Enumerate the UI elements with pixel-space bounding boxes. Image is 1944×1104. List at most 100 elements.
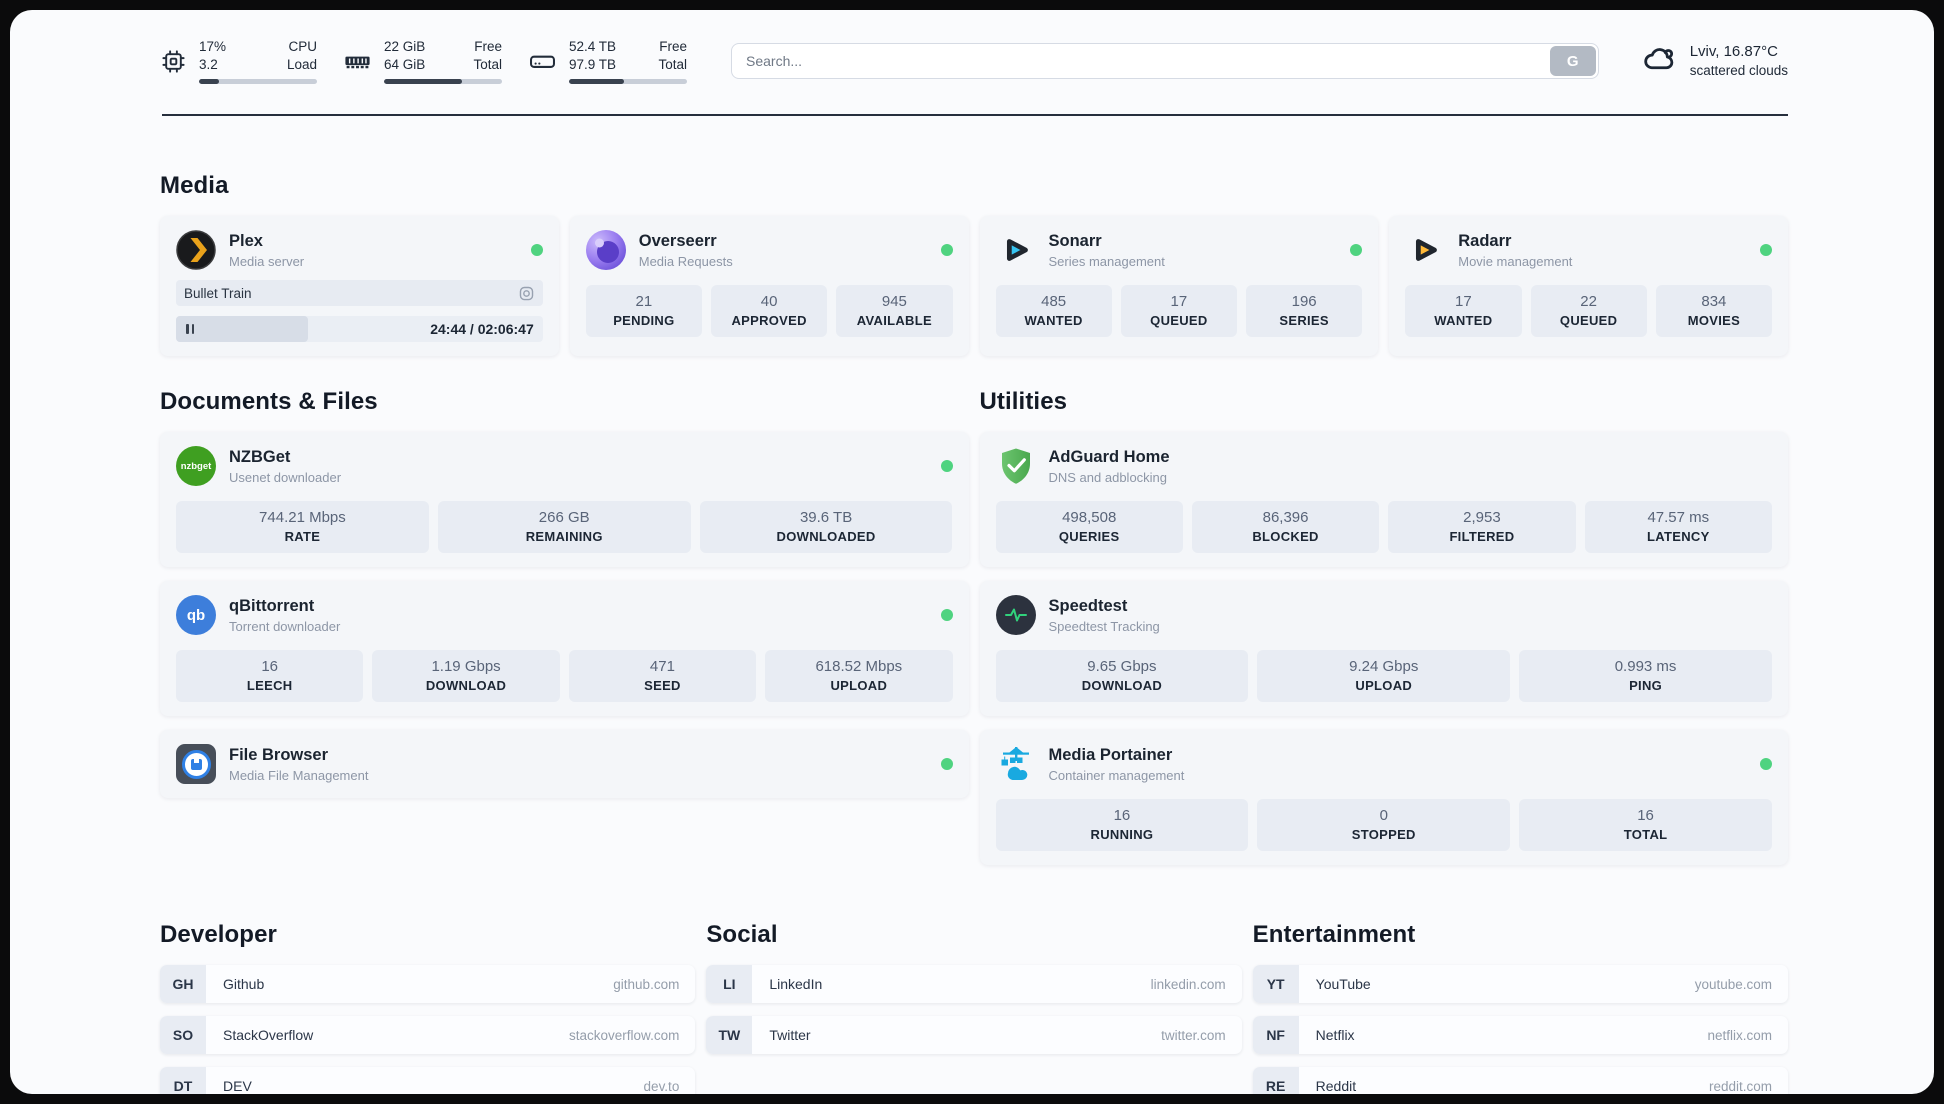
link-youtube[interactable]: YT YouTube youtube.com <box>1252 965 1788 1004</box>
link-reddit[interactable]: RE Reddit reddit.com <box>1252 1067 1788 1094</box>
app-card-portainer[interactable]: Media Portainer Container management 16 … <box>979 730 1788 866</box>
github-badge: GH <box>160 965 206 1004</box>
app-description: Usenet downloader <box>229 470 342 486</box>
stat-movies: 834 MOVIES <box>1655 285 1772 338</box>
app-card-adguard[interactable]: AdGuard Home DNS and adblocking 498,508 … <box>979 432 1788 568</box>
link-twitter[interactable]: TW Twitter twitter.com <box>706 1016 1242 1055</box>
app-description: Media server <box>229 254 305 270</box>
stat-latency: 47.57 ms LATENCY <box>1584 501 1772 554</box>
nzbget-icon: nzbget <box>176 446 216 487</box>
stat-download: 9.65 Gbps DOWNLOAD <box>995 650 1249 703</box>
app-description: DNS and adblocking <box>1048 470 1168 486</box>
stat-pending: 21 PENDING <box>585 285 702 338</box>
status-dot <box>940 460 953 473</box>
app-card-filebrowser[interactable]: File Browser Media File Management <box>160 730 969 799</box>
floppy-icon <box>190 758 202 770</box>
disk-progress-bar <box>569 79 687 85</box>
app-description: Media Requests <box>638 254 733 270</box>
cpu-progress-bar <box>199 79 317 85</box>
stat-download: 1.19 Gbps DOWNLOAD <box>372 650 560 703</box>
stat-running: 16 RUNNING <box>995 799 1249 852</box>
status-dot <box>1760 244 1772 257</box>
utilities-section-title: Utilities <box>979 388 1068 416</box>
documents-section-title: Documents & Files <box>160 388 378 416</box>
youtube-badge: YT <box>1252 965 1299 1004</box>
app-name: qBittorrent <box>229 596 315 615</box>
section-media: Media Plex Media server <box>160 172 1788 357</box>
disk-total-value: 97.9 TB <box>569 57 617 73</box>
weather-location-temp: Lviv, 16.87°C <box>1689 42 1778 60</box>
cloud-icon <box>1641 40 1678 82</box>
cpu-usage-value: 17% <box>199 39 227 54</box>
disk-stat: 52.4 TB 97.9 TB Free Total <box>528 38 687 85</box>
stat-ping: 0.993 ms PING <box>1519 650 1772 703</box>
app-card-speedtest[interactable]: Speedtest Speedtest Tracking 9.65 Gbps D… <box>979 581 1788 717</box>
memory-free-value: 22 GiB <box>384 39 426 54</box>
disk-total-label: Total <box>658 57 687 73</box>
weather-condition: scattered clouds <box>1689 63 1788 79</box>
playback-progress-row: 24:44 / 02:06:47 <box>176 316 543 343</box>
app-description: Speedtest Tracking <box>1048 619 1160 635</box>
memory-stat: 22 GiB 64 GiB Free Total <box>343 38 502 85</box>
portainer-icon <box>996 744 1036 784</box>
app-description: Media File Management <box>229 768 369 784</box>
section-developer: Developer GH Github github.com SO StackO… <box>160 921 696 1094</box>
stat-leech: 16 LEECH <box>176 650 364 703</box>
stat-remaining: 266 GB REMAINING <box>437 501 691 554</box>
status-dot <box>940 244 953 257</box>
stat-filtered: 2,953 FILTERED <box>1388 501 1576 554</box>
netflix-badge: NF <box>1252 1016 1299 1055</box>
disk-free-label: Free <box>659 39 687 54</box>
twitter-badge: TW <box>706 1016 753 1055</box>
app-name: Speedtest <box>1048 596 1128 615</box>
app-description: Series management <box>1048 254 1165 270</box>
link-github[interactable]: GH Github github.com <box>160 965 696 1004</box>
app-name: Radarr <box>1458 231 1512 250</box>
disk-icon <box>528 47 557 76</box>
sonarr-icon <box>996 230 1036 270</box>
cpu-load-label: Load <box>286 57 317 73</box>
app-card-qbittorrent[interactable]: qb qBittorrent Torrent downloader 16 LEE… <box>160 581 969 717</box>
playback-pill <box>176 316 308 343</box>
stat-seed: 471 SEED <box>568 650 757 703</box>
link-dev[interactable]: DT DEV dev.to <box>160 1067 696 1094</box>
cpu-icon <box>160 48 187 75</box>
stat-rate: 744.21 Mbps RATE <box>176 501 429 554</box>
app-description: Torrent downloader <box>229 619 341 635</box>
stat-total: 16 TOTAL <box>1519 799 1772 852</box>
reddit-badge: RE <box>1252 1067 1299 1094</box>
memory-total-label: Total <box>473 57 502 73</box>
header-divider <box>162 114 1788 117</box>
cpu-load-value: 3.2 <box>199 57 218 73</box>
app-card-overseerr[interactable]: Overseerr Media Requests 21 PENDING 40 A… <box>569 216 969 357</box>
stat-approved: 40 APPROVED <box>711 285 828 338</box>
filebrowser-icon <box>176 744 216 785</box>
entertainment-section-title: Entertainment <box>1252 921 1416 949</box>
app-card-sonarr[interactable]: Sonarr Series management 485 WANTED 17 Q… <box>979 216 1379 357</box>
search-engine-button[interactable]: G <box>1549 46 1596 77</box>
now-playing-title: Bullet Train <box>184 285 252 301</box>
stat-series: 196 SERIES <box>1246 285 1363 338</box>
stat-blocked: 86,396 BLOCKED <box>1191 501 1380 554</box>
app-card-plex[interactable]: Plex Media server Bullet Train <box>160 216 559 357</box>
link-netflix[interactable]: NF Netflix netflix.com <box>1252 1016 1788 1055</box>
playback-time: 24:44 / 02:06:47 <box>430 321 534 338</box>
stat-available: 945 AVAILABLE <box>836 285 953 338</box>
stat-queued: 22 QUEUED <box>1530 285 1647 338</box>
link-stackoverflow[interactable]: SO StackOverflow stackoverflow.com <box>160 1016 696 1055</box>
link-linkedin[interactable]: LI LinkedIn linkedin.com <box>706 965 1242 1004</box>
pause-icon[interactable] <box>186 324 194 335</box>
radarr-icon <box>1405 230 1445 270</box>
memory-icon <box>343 47 372 76</box>
app-name: Overseerr <box>638 231 717 250</box>
disk-free-value: 52.4 TB <box>569 39 617 54</box>
stat-stopped: 0 STOPPED <box>1257 799 1511 852</box>
overseerr-icon <box>585 230 626 271</box>
app-description: Movie management <box>1458 254 1573 270</box>
app-card-nzbget[interactable]: nzbget NZBGet Usenet downloader 744.21 M… <box>160 432 969 568</box>
app-card-radarr[interactable]: Radarr Movie management 17 WANTED 22 QUE… <box>1389 216 1788 357</box>
linkedin-badge: LI <box>706 965 753 1004</box>
cpu-stat: 17% 3.2 CPU Load <box>160 38 317 85</box>
search-input[interactable] <box>731 43 1599 80</box>
memory-free-label: Free <box>474 39 502 54</box>
